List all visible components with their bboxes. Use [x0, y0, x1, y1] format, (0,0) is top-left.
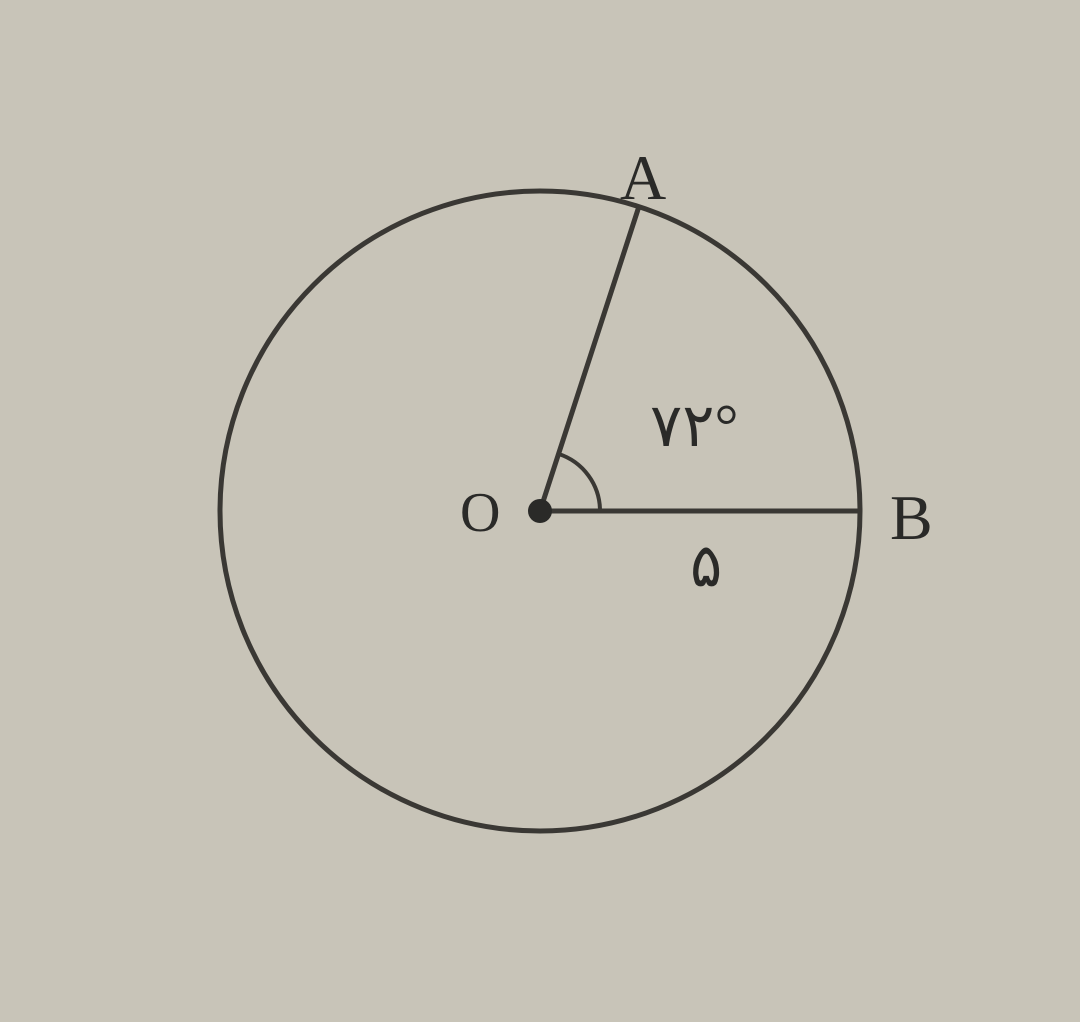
circle-sector-diagram: A B O ۷۲° ۵ — [140, 111, 940, 911]
label-o: O — [460, 481, 500, 545]
center-point — [528, 499, 552, 523]
diagram-svg — [140, 111, 940, 911]
angle-label: ۷۲° — [650, 391, 738, 461]
label-b: B — [890, 481, 933, 555]
radius-oa — [540, 207, 639, 511]
radius-length-label: ۵ — [690, 531, 722, 601]
label-a: A — [620, 141, 666, 215]
angle-arc — [559, 454, 601, 511]
